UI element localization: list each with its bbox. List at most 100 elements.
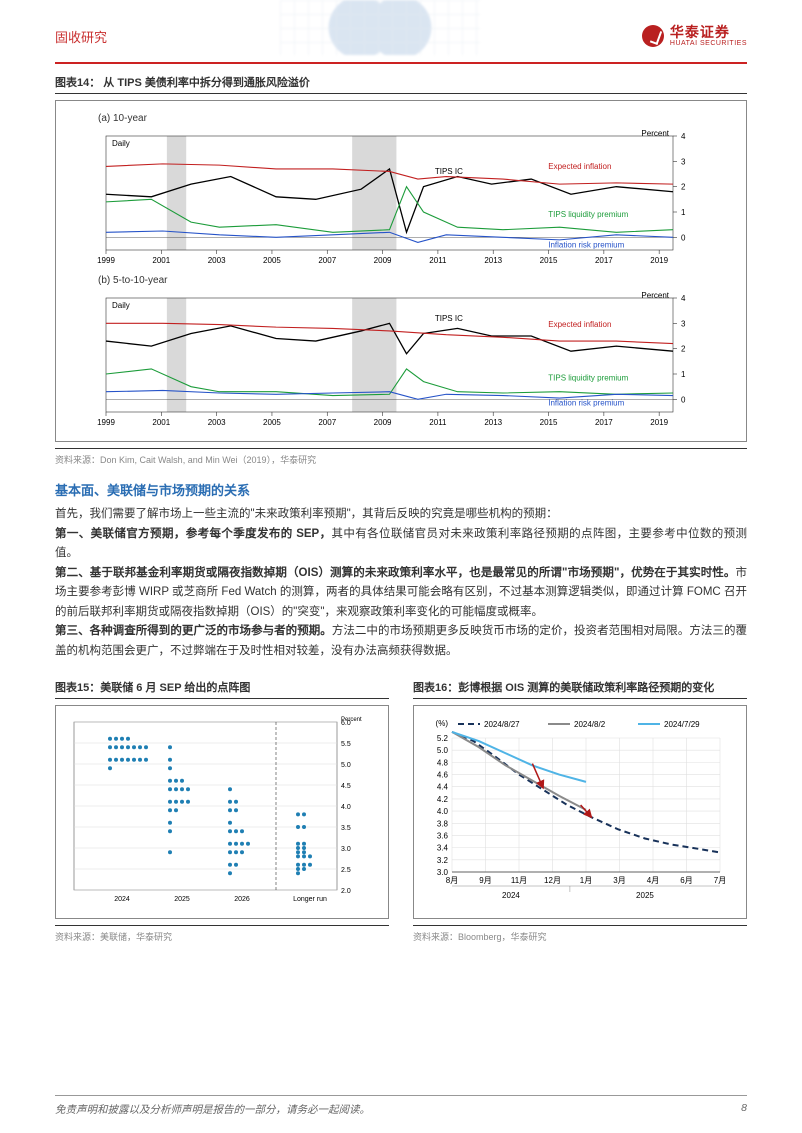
fig15-source: 资料来源：美联储，华泰研究 [55, 925, 389, 943]
svg-text:4: 4 [681, 132, 686, 141]
svg-text:4.6: 4.6 [437, 771, 449, 780]
page-footer: 免责声明和披露以及分析师声明是报告的一部分，请务必一起阅读。 8 [55, 1095, 747, 1117]
svg-text:2013: 2013 [484, 256, 502, 265]
svg-text:12月: 12月 [544, 876, 561, 885]
svg-text:5.0: 5.0 [437, 747, 449, 756]
svg-text:3: 3 [681, 319, 686, 328]
svg-text:4.0: 4.0 [437, 807, 449, 816]
fig16-chart: 5.25.04.84.64.44.24.03.83.63.43.23.0(%)8… [420, 712, 730, 907]
brand-name-en: HUATAI SECURITIES [670, 40, 747, 47]
svg-text:2005: 2005 [263, 418, 281, 427]
svg-text:11月: 11月 [511, 876, 527, 885]
svg-text:2005: 2005 [263, 256, 281, 265]
svg-text:2009: 2009 [374, 418, 392, 427]
svg-text:TIPS liquidity premium: TIPS liquidity premium [548, 373, 628, 382]
svg-text:2: 2 [681, 183, 686, 192]
svg-text:2003: 2003 [208, 418, 226, 427]
svg-text:TIPS IC: TIPS IC [435, 167, 463, 176]
svg-text:1999: 1999 [97, 256, 115, 265]
svg-text:3.6: 3.6 [437, 832, 449, 841]
svg-text:2019: 2019 [650, 256, 668, 265]
svg-text:6月: 6月 [680, 876, 692, 885]
svg-text:2011: 2011 [429, 418, 447, 427]
svg-text:0: 0 [681, 233, 686, 242]
svg-text:2025: 2025 [636, 891, 654, 900]
svg-text:8月: 8月 [446, 876, 458, 885]
svg-text:2001: 2001 [152, 418, 170, 427]
footer-disclaimer: 免责声明和披露以及分析师声明是报告的一部分，请务必一起阅读。 [55, 1102, 370, 1117]
svg-text:3月: 3月 [613, 876, 625, 885]
fig14-panel-a-label: (a) 10-year [98, 113, 734, 124]
svg-text:1: 1 [681, 370, 686, 379]
fig14-container: (a) 10-year 4 3 2 1 0 1999 2001 2003 2005 2007 200… [55, 100, 747, 442]
svg-text:2013: 2013 [484, 418, 502, 427]
svg-text:2003: 2003 [208, 256, 226, 265]
logo-mark-icon [642, 25, 664, 47]
svg-text:3: 3 [681, 157, 686, 166]
header-watermark [280, 0, 480, 55]
svg-text:2007: 2007 [318, 256, 336, 265]
svg-text:2024/7/29: 2024/7/29 [664, 720, 700, 729]
svg-text:2024/8/2: 2024/8/2 [574, 720, 606, 729]
doc-category: 固收研究 [55, 27, 107, 46]
svg-text:0: 0 [681, 395, 686, 404]
svg-text:7月: 7月 [714, 876, 726, 885]
section-p4: 第三、各种调查所得到的更广泛的市场参与者的预期。方法二中的市场预期更多反映货币市… [55, 622, 747, 661]
svg-text:TIPS liquidity premium: TIPS liquidity premium [548, 210, 628, 219]
svg-text:2011: 2011 [429, 256, 447, 265]
svg-text:TIPS IC: TIPS IC [435, 314, 463, 323]
svg-text:2009: 2009 [374, 256, 392, 265]
svg-text:2025: 2025 [174, 896, 190, 903]
svg-text:4.4: 4.4 [437, 783, 449, 792]
svg-text:Percent: Percent [341, 717, 362, 723]
svg-text:1月: 1月 [580, 876, 592, 885]
svg-text:2024/8/27: 2024/8/27 [484, 720, 520, 729]
brand-logo: 华泰证券 HUATAI SECURITIES [642, 25, 747, 47]
page-header: 固收研究 华泰证券 HUATAI SECURITIES [0, 0, 802, 62]
svg-text:2017: 2017 [595, 256, 613, 265]
svg-text:2024: 2024 [114, 896, 130, 903]
svg-text:3.2: 3.2 [437, 856, 449, 865]
svg-text:1: 1 [681, 208, 686, 217]
svg-text:Percent: Percent [641, 291, 669, 300]
section-p1: 首先，我们需要了解市场上一些主流的"未来政策利率预期"，其背后反映的究竟是哪些机… [55, 505, 747, 525]
svg-text:Inflation risk premium: Inflation risk premium [548, 399, 624, 408]
svg-text:4: 4 [681, 294, 686, 303]
section-p2: 第一、美联储官方预期，参考每个季度发布的 SEP，其中有各位联储官员对未来政策利… [55, 525, 747, 564]
svg-text:Inflation risk premium: Inflation risk premium [548, 240, 624, 249]
svg-text:Longer run: Longer run [293, 896, 327, 903]
fig16-source: 资料来源：Bloomberg，华泰研究 [413, 925, 747, 943]
svg-text:Percent: Percent [641, 129, 669, 138]
fig15-title: 图表15：美联储 6 月 SEP 给出的点阵图 [55, 679, 389, 699]
svg-text:5.5: 5.5 [341, 741, 351, 748]
svg-text:2017: 2017 [595, 418, 613, 427]
svg-text:2007: 2007 [318, 418, 336, 427]
fig16-title: 图表16：彭博根据 OIS 测算的美联储政策利率路径预期的变化 [413, 679, 747, 699]
fig14-title: 图表14： 从 TIPS 美债利率中拆分得到通胀风险溢价 [55, 74, 747, 94]
svg-text:2026: 2026 [234, 896, 250, 903]
svg-text:3.4: 3.4 [437, 844, 449, 853]
svg-text:4.8: 4.8 [437, 759, 449, 768]
fig15-chart: 6.05.55.04.54.03.53.02.52.0Percent202420… [62, 712, 372, 907]
svg-text:2.0: 2.0 [341, 888, 351, 895]
svg-text:Expected inflation: Expected inflation [548, 320, 611, 329]
fig14-panel-b-label: (b) 5-to-10-year [98, 275, 734, 286]
fig14-chart-a: 4321019992001200320052007200920112013201… [68, 128, 708, 268]
fig14-chart-b: 4321019992001200320052007200920112013201… [68, 290, 708, 430]
svg-text:2015: 2015 [540, 418, 558, 427]
fig14-source: 资料来源：Don Kim, Cait Walsh, and Min Wei（20… [55, 448, 747, 466]
fig16-container: 5.25.04.84.64.44.24.03.83.63.43.23.0(%)8… [413, 705, 747, 919]
svg-text:3.0: 3.0 [341, 846, 351, 853]
svg-text:2019: 2019 [650, 418, 668, 427]
svg-text:9月: 9月 [479, 876, 491, 885]
svg-text:1999: 1999 [97, 418, 115, 427]
svg-text:Expected inflation: Expected inflation [548, 162, 611, 171]
svg-text:4.2: 4.2 [437, 795, 449, 804]
brand-name-cn: 华泰证券 [670, 25, 747, 40]
svg-text:3.8: 3.8 [437, 820, 449, 829]
svg-text:4.5: 4.5 [341, 783, 351, 790]
svg-text:4.0: 4.0 [341, 804, 351, 811]
section-p3: 第二、基于联邦基金利率期货或隔夜指数掉期（OIS）测算的未来政策利率水平，也是最… [55, 564, 747, 623]
svg-text:5.2: 5.2 [437, 734, 449, 743]
svg-text:Daily: Daily [112, 139, 130, 148]
